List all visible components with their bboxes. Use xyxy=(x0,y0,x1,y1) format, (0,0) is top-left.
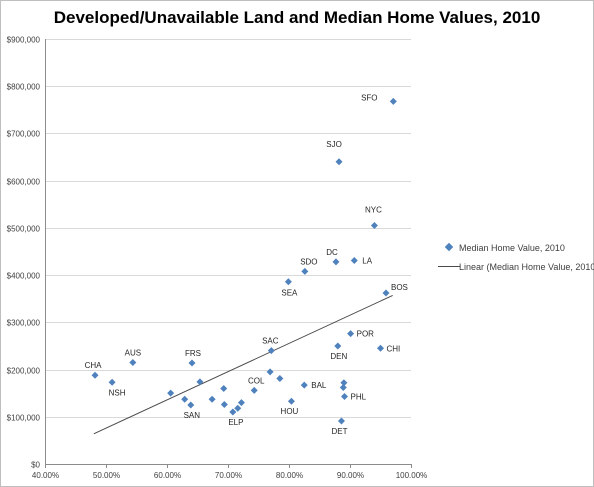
point-labels: CHA NSH AUS SAN FRS ELP COL SAC SEA HOU BAL SDO DC DE… xyxy=(85,93,408,436)
data-point xyxy=(276,375,284,383)
y-tick-label: $500,000 xyxy=(7,225,41,234)
data-point xyxy=(389,97,397,105)
data-label: CHI xyxy=(387,344,401,353)
data-label: NSH xyxy=(109,388,126,397)
y-tick-label: $700,000 xyxy=(7,130,41,139)
data-label: BAL xyxy=(311,381,327,390)
y-tick-label: $400,000 xyxy=(7,272,41,281)
chart-title: Developed/Unavailable Land and Median Ho… xyxy=(53,8,541,27)
data-label: HOU xyxy=(281,407,299,416)
data-label: DC xyxy=(326,248,338,257)
data-point xyxy=(339,384,347,391)
data-label: DET xyxy=(331,427,347,436)
data-point xyxy=(350,256,358,264)
data-points xyxy=(91,97,397,425)
data-point xyxy=(108,378,116,386)
data-point xyxy=(229,408,237,416)
data-point xyxy=(237,399,245,407)
data-label: SJO xyxy=(326,140,342,149)
x-tick-label: 70.00% xyxy=(215,471,242,480)
data-point xyxy=(187,401,195,409)
data-point xyxy=(188,359,196,367)
data-label: COL xyxy=(248,376,265,385)
data-label: NYC xyxy=(365,206,382,215)
data-label: SFO xyxy=(361,93,377,102)
data-point xyxy=(284,278,292,286)
gridlines xyxy=(45,39,411,418)
data-point xyxy=(91,371,99,379)
data-label: SDO xyxy=(300,257,317,266)
data-point xyxy=(266,368,274,376)
data-point xyxy=(334,342,342,350)
y-tick-label: $900,000 xyxy=(7,36,41,45)
data-point xyxy=(370,222,378,230)
data-label: SAC xyxy=(262,337,279,346)
data-point xyxy=(208,395,216,403)
data-point xyxy=(335,158,343,166)
data-point xyxy=(337,417,345,425)
data-point xyxy=(220,401,228,408)
data-point xyxy=(167,389,175,397)
x-tick-label: 80.00% xyxy=(276,471,303,480)
legend-label-series: Median Home Value, 2010 xyxy=(459,243,565,253)
data-point xyxy=(267,347,275,355)
y-tick-label: $600,000 xyxy=(7,178,41,187)
data-point xyxy=(347,330,355,338)
data-label: BOS xyxy=(391,283,408,292)
data-point xyxy=(382,289,390,297)
y-tick-label: $100,000 xyxy=(7,414,41,423)
data-point xyxy=(341,392,349,400)
y-tick-label: $800,000 xyxy=(7,83,41,92)
data-label: CHA xyxy=(85,361,103,370)
y-tick-label: $0 xyxy=(31,461,40,470)
x-tick-label: 100.00% xyxy=(396,471,428,480)
data-point xyxy=(377,344,384,352)
y-tick-label: $300,000 xyxy=(7,319,41,328)
data-point xyxy=(301,267,309,275)
legend-label-trendline: Linear (Median Home Value, 2010) xyxy=(459,262,594,272)
data-point xyxy=(340,379,348,387)
trendline-group xyxy=(93,294,393,435)
data-point xyxy=(181,395,189,403)
data-point xyxy=(287,397,295,405)
data-point xyxy=(129,358,137,366)
data-label: ELP xyxy=(228,418,243,427)
data-label: AUS xyxy=(125,348,141,357)
y-tick-label: $200,000 xyxy=(7,367,41,376)
trendline xyxy=(93,294,393,435)
data-point xyxy=(196,378,204,386)
data-point xyxy=(300,381,308,389)
x-tick-label: 90.00% xyxy=(337,471,364,480)
data-label: PHL xyxy=(351,392,367,401)
data-label: SAN xyxy=(184,411,201,420)
x-tick-label: 50.00% xyxy=(93,471,120,480)
data-label: SEA xyxy=(281,289,298,298)
x-tick-label: 40.00% xyxy=(32,471,59,480)
data-label: POR xyxy=(357,330,375,339)
axes: $0 $100,000 $200,000 $300,000 $400,000 $500,0… xyxy=(7,36,428,481)
data-label: FRS xyxy=(185,349,201,358)
data-point xyxy=(220,384,228,392)
x-tick-label: 60.00% xyxy=(154,471,181,480)
trendline-swatch-icon xyxy=(438,266,460,267)
data-point xyxy=(250,386,258,394)
data-point xyxy=(332,258,340,266)
data-point xyxy=(234,404,242,412)
data-label: LA xyxy=(362,256,372,265)
data-label: DEN xyxy=(330,352,347,361)
